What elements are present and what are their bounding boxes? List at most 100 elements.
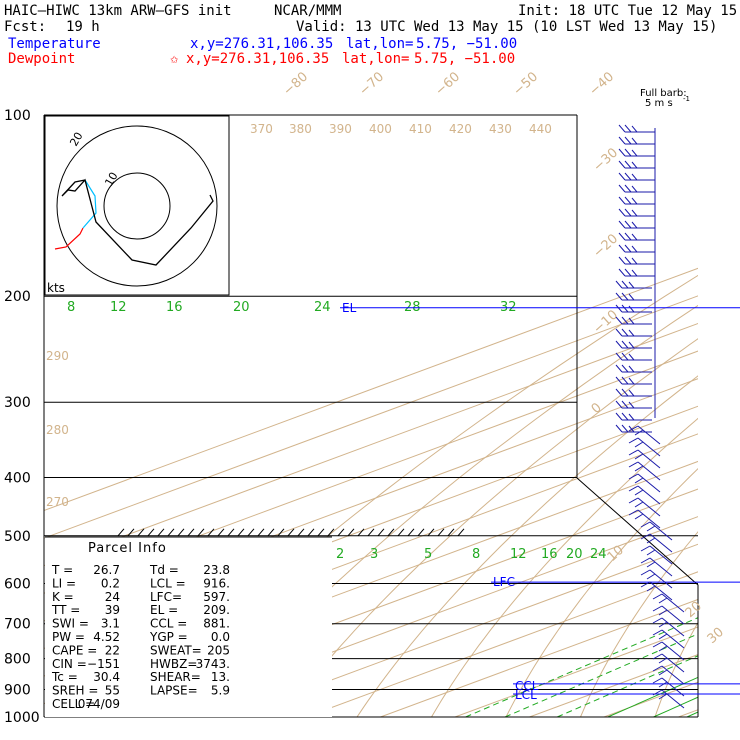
wind-barb: [652, 665, 685, 685]
legend-dewpoint-xy: x,y=276.31,106.35: [186, 51, 330, 67]
isotherm-line: [44, 267, 698, 512]
isotherm-label: 30: [705, 625, 727, 647]
theta-label: 430: [489, 122, 512, 136]
pressure-label: 300: [4, 395, 31, 411]
mixing-ratio-label: 2: [336, 547, 344, 562]
wind-barb: [628, 437, 661, 457]
level-label-lcl: LCL: [515, 688, 537, 702]
parcel-cell: SWI =: [52, 617, 89, 631]
legend-dewpoint-marker: ✩: [170, 51, 179, 67]
header-model: HAIC–HIWC 13km ARW–GFS init: [4, 3, 232, 19]
parcel-cell: 3743.: [196, 657, 230, 671]
theta-label: 410: [409, 122, 432, 136]
wind-barb: [628, 485, 661, 505]
barb-panel-edge: [576, 477, 699, 717]
sounding-series: [707, 115, 740, 717]
isotherm-line: [44, 322, 698, 567]
hodograph: kts 10 20: [44, 115, 230, 296]
hodograph-unit: kts: [47, 281, 65, 295]
theta-label: 380: [289, 122, 312, 136]
parcel-cell: SWEAT=: [150, 643, 202, 657]
isotherm-line: [678, 709, 698, 717]
parcel-cell: 916.: [203, 576, 230, 590]
mixing-ratio-line: [714, 296, 740, 717]
wind-barb: [618, 256, 655, 265]
wind-barb: [628, 509, 661, 529]
hodograph-trace-black: [61, 178, 214, 266]
wind-barb: [618, 184, 655, 193]
wind-barb: [652, 641, 685, 661]
wind-barb: [618, 268, 655, 277]
wind-barb: [615, 376, 652, 385]
header-fcst-label: Fcst:: [4, 19, 47, 35]
parcel-cell: CELL =: [52, 697, 95, 711]
isotherm-line: [82, 488, 698, 717]
theta-label: 420: [449, 122, 472, 136]
isotherm-line: [305, 571, 698, 717]
parcel-cell: LFC=: [150, 590, 182, 604]
mixing-ratio-line: [736, 296, 740, 717]
wind-barb: [618, 172, 655, 181]
parcel-cell: EL =: [150, 603, 178, 617]
parcel-cell: HWBZ=: [150, 657, 197, 671]
isotherm-line: [231, 543, 698, 717]
hodograph-trace-red: [54, 227, 84, 250]
barb-legend-value: 5 m s: [645, 98, 673, 109]
wind-barb: [615, 412, 652, 421]
isotherm-label: 10: [605, 543, 627, 565]
pressure-label: 500: [4, 529, 31, 545]
pressure-label: 200: [4, 289, 31, 305]
parcel-cell: LAPSE=: [150, 684, 198, 698]
parcel-cell: K =: [52, 590, 74, 604]
parcel-cell: 4.52: [93, 630, 120, 644]
parcel-cell: 205: [207, 643, 230, 657]
dry-adiabat-line: [505, 467, 698, 717]
wind-barb: [652, 653, 685, 673]
isotherm-label: −60: [433, 69, 463, 99]
isotherm-label: −70: [357, 69, 387, 99]
parcel-cell: 597.: [203, 590, 230, 604]
barb-legend-title: Full barb:: [640, 88, 687, 99]
mixing-ratio-label: 20: [233, 300, 250, 315]
isotherm-line: [44, 350, 698, 594]
wind-barbs: Full barb:5 m s -1: [615, 88, 690, 709]
isotherm-line: [156, 516, 698, 717]
dry-adiabat-line: [431, 417, 698, 717]
dewpoint-line: [707, 115, 740, 717]
wind-barb: [618, 160, 655, 169]
isotherm-label: −30: [591, 145, 621, 175]
wind-barb: [640, 557, 673, 577]
parcel-cell: 074/09: [78, 697, 120, 711]
header-fcst-value: 19 h: [66, 19, 100, 35]
temperature-line: [726, 115, 740, 717]
pressure-label: 900: [4, 682, 31, 698]
wind-barb: [618, 136, 655, 145]
parcel-cell: Td =: [149, 563, 179, 577]
wind-barb: [628, 497, 661, 517]
legend-temperature-xy: x,y=276.31,106.35: [190, 36, 334, 52]
level-label-ccl: CCL: [515, 679, 539, 693]
hodograph-ring-label: 10: [102, 170, 120, 189]
wind-barb: [652, 617, 685, 637]
parcel-cell: T =: [51, 563, 73, 577]
mixing-ratio-label: 3: [370, 547, 378, 562]
isotherm-label: −40: [587, 69, 617, 99]
parcel-cell: 55: [105, 684, 120, 698]
theta-label: 290: [46, 349, 69, 363]
mixing-ratio-label: 20: [566, 547, 583, 562]
mixing-ratio-line: [686, 711, 698, 717]
wind-barb: [615, 424, 652, 433]
mixing-ratio-label: 16: [541, 547, 558, 562]
wind-barb: [615, 316, 652, 325]
wind-barb: [615, 352, 652, 361]
parcel-box-bg: [45, 537, 332, 717]
barb-legend-exp: -1: [683, 95, 690, 103]
wind-barb: [628, 425, 661, 445]
pressure-label: 400: [4, 470, 31, 486]
parcel-cell: −151: [87, 657, 120, 671]
pressure-labels: 100 200 300 400 500 600 700 800 900 1000: [4, 108, 40, 726]
wind-barb: [615, 340, 652, 349]
mixing-ratio-lines: [465, 296, 740, 717]
mixing-ratio-label: 12: [110, 300, 127, 315]
